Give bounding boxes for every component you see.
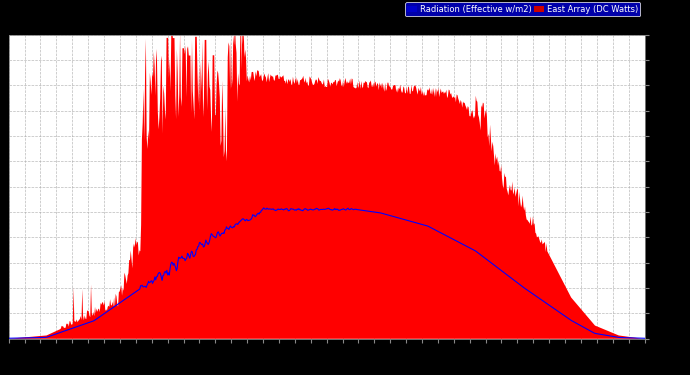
Legend: Radiation (Effective w/m2), East Array (DC Watts): Radiation (Effective w/m2), East Array (… <box>405 2 640 16</box>
Title: East Array Power & Effective Solar Radiation Sun Aug 28 19:34: East Array Power & Effective Solar Radia… <box>83 20 571 33</box>
Text: Copyright 2016 Cartronics.com: Copyright 2016 Cartronics.com <box>9 22 143 32</box>
